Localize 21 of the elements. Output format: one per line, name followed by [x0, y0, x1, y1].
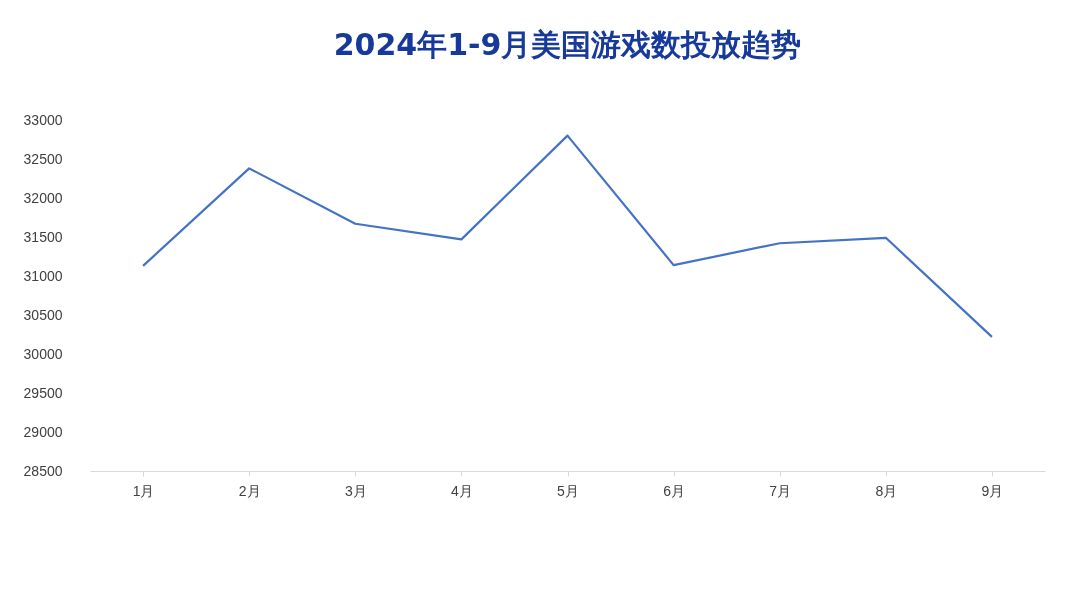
- x-tick-label: 6月: [663, 482, 686, 499]
- y-tick-label: 29000: [23, 423, 63, 440]
- y-tick-label: 28500: [23, 462, 63, 479]
- y-tick-label: 32500: [23, 150, 63, 167]
- x-tick-label: 9月: [981, 482, 1004, 499]
- y-tick-label: 30000: [23, 345, 63, 362]
- chart-title: 2024年1-9月美国游戏数投放趋势: [333, 27, 802, 62]
- y-tick-label: 31500: [23, 228, 63, 245]
- x-tick-label: 2月: [238, 482, 261, 499]
- line-series: [141, 134, 994, 338]
- y-tick-label: 29500: [23, 384, 63, 401]
- x-tick-label: 8月: [875, 482, 898, 499]
- x-tick-label: 3月: [344, 482, 367, 499]
- x-tick-label: 1月: [132, 482, 155, 499]
- y-tick-label: 32000: [23, 189, 63, 206]
- y-tick-label: 33000: [23, 111, 63, 128]
- x-tick-label: 5月: [557, 482, 579, 499]
- x-tick-label: 7月: [769, 482, 792, 499]
- y-tick-label: 30500: [23, 306, 63, 323]
- y-tick-label: 31000: [23, 267, 63, 284]
- x-tick-label: 4月: [450, 482, 473, 499]
